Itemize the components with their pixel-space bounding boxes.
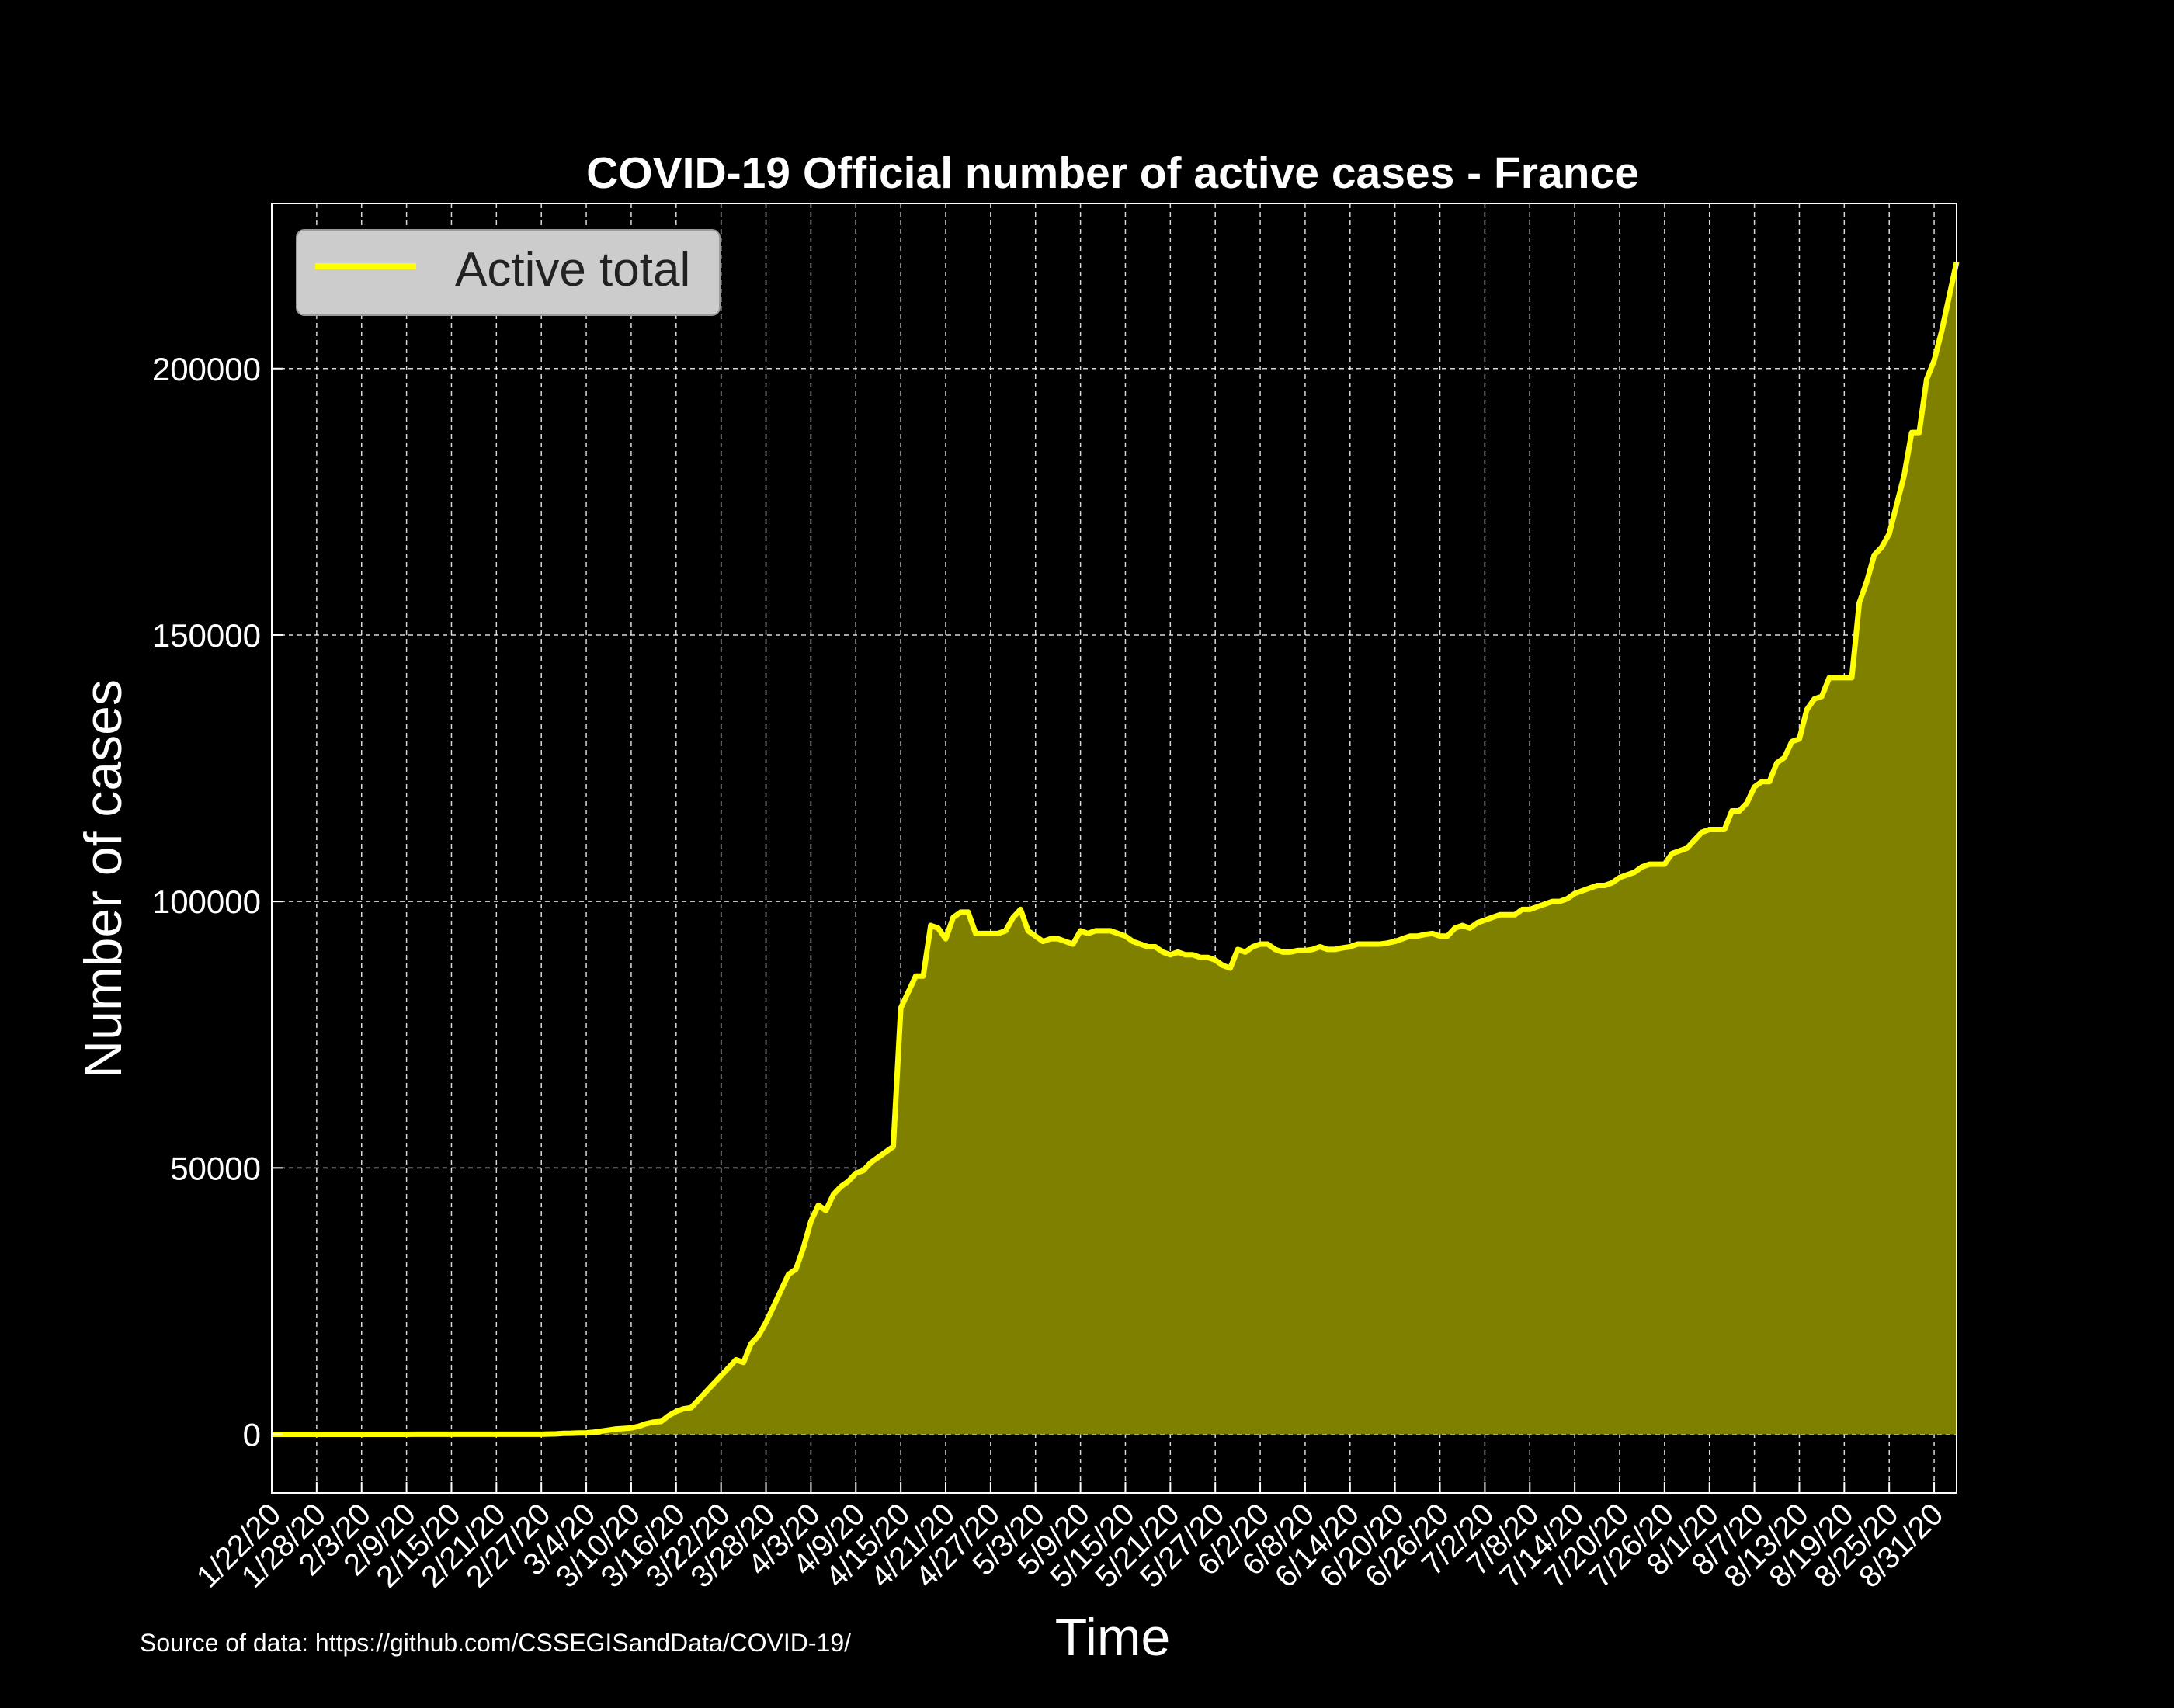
y-tick-label: 200000: [152, 351, 261, 387]
series-group: [272, 261, 1960, 1437]
y-tick-label: 50000: [170, 1150, 261, 1186]
line-active-total: [272, 261, 1960, 1437]
y-tick-label: 100000: [152, 884, 261, 920]
y-tick-label: 0: [243, 1417, 261, 1453]
y-axis-label: Number of cases: [74, 679, 133, 1078]
x-axis-label: Time: [1055, 1608, 1171, 1667]
area-active-total: [272, 262, 1957, 1435]
legend: Active total: [296, 229, 721, 316]
plot-frame: [271, 203, 1957, 1494]
chart-title: COVID-19 Official number of active cases…: [586, 148, 1639, 198]
legend-box: [296, 229, 721, 316]
legend-label-active-total: Active total: [455, 243, 690, 297]
y-tick-label: 150000: [152, 617, 261, 654]
source-note: Source of data: https://github.com/CSSEG…: [140, 1629, 852, 1657]
